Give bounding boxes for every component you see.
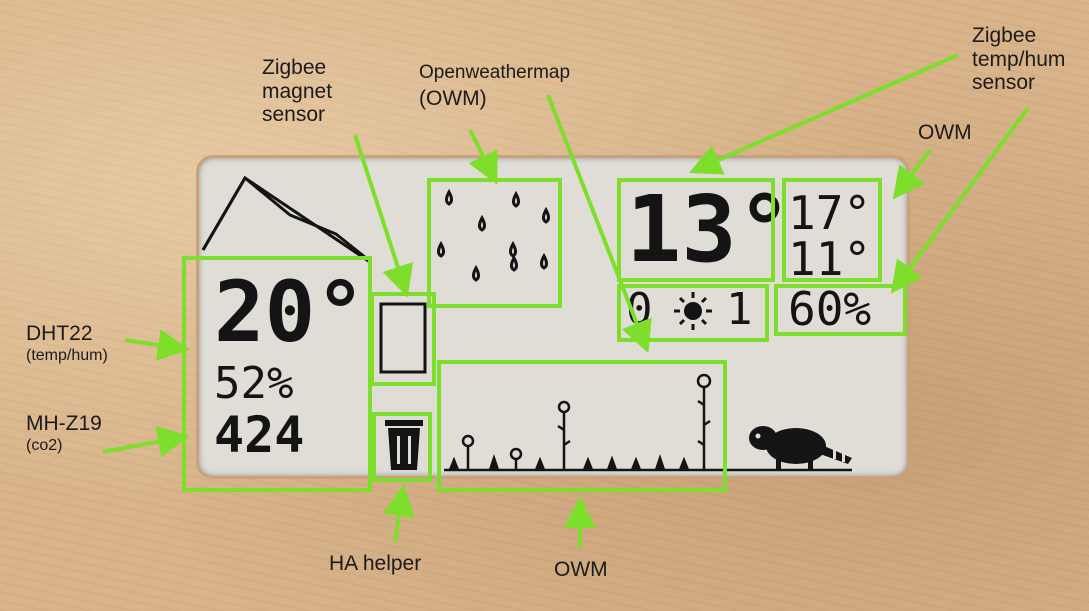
trash-bin-icon: [385, 420, 423, 470]
label-owm-top: OWM: [918, 121, 972, 144]
label-zigbee-temp: Zigbee temp/hum sensor: [972, 24, 1066, 95]
label-openweathermap: Openweathermap (OWM): [419, 62, 571, 111]
outdoor-temperature: 13°: [626, 176, 793, 283]
rain-drops-icon: [437, 188, 550, 282]
owm-garden-highlight-box: [437, 360, 727, 492]
label-dht22-sub: (temp/hum): [26, 346, 108, 364]
outdoor-humidity: 60%: [788, 282, 872, 336]
eink-display: [199, 158, 907, 476]
flowers-icon: [444, 373, 852, 472]
owm-forecast-highlight-box: [782, 178, 882, 282]
label-owm-bottom: OWM: [554, 558, 608, 581]
label-mhz19-sub: (co2): [26, 436, 63, 454]
ha-helper-highlight-box: [372, 412, 432, 482]
label-mhz19: MH-Z19 (co2): [26, 412, 102, 454]
weather-count-right: 1: [726, 284, 753, 335]
indoor-humidity: 52%: [214, 358, 294, 409]
raccoon-icon: [749, 426, 852, 469]
zigbee-humidity-highlight-box: [774, 284, 907, 336]
co2-value: 424: [214, 406, 305, 464]
indoor-temperature: 20°: [214, 263, 366, 361]
sun-icon: [674, 292, 712, 330]
zigbee-temp-highlight-box: [617, 178, 775, 282]
label-dht22: DHT22 (temp/hum): [26, 322, 108, 364]
label-zigbee-magnet: Zigbee magnet sensor: [262, 56, 333, 127]
forecast-high: 17°: [788, 186, 872, 240]
owm-weather-highlight-box: [617, 284, 769, 342]
forecast-low: 11°: [788, 232, 872, 286]
label-ha-helper: HA helper: [329, 552, 422, 575]
door-icon: [379, 302, 427, 374]
